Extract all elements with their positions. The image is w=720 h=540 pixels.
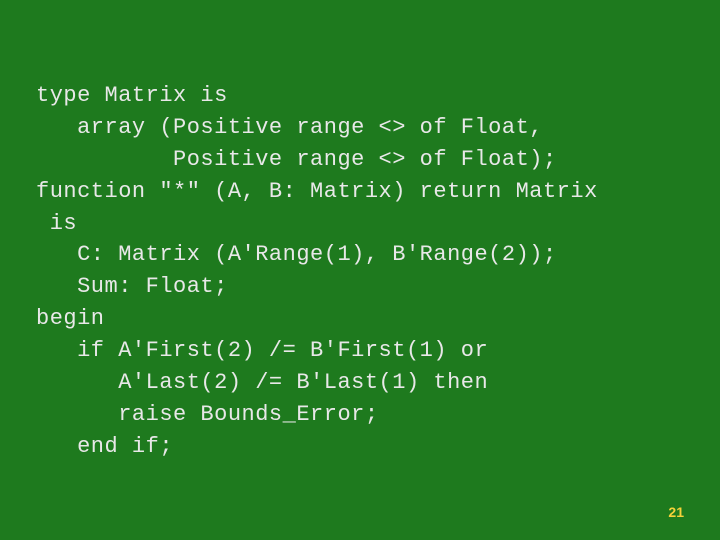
slide: type Matrix is array (Positive range <> …: [0, 0, 720, 540]
code-block: type Matrix is array (Positive range <> …: [36, 80, 598, 463]
page-number: 21: [668, 504, 684, 520]
